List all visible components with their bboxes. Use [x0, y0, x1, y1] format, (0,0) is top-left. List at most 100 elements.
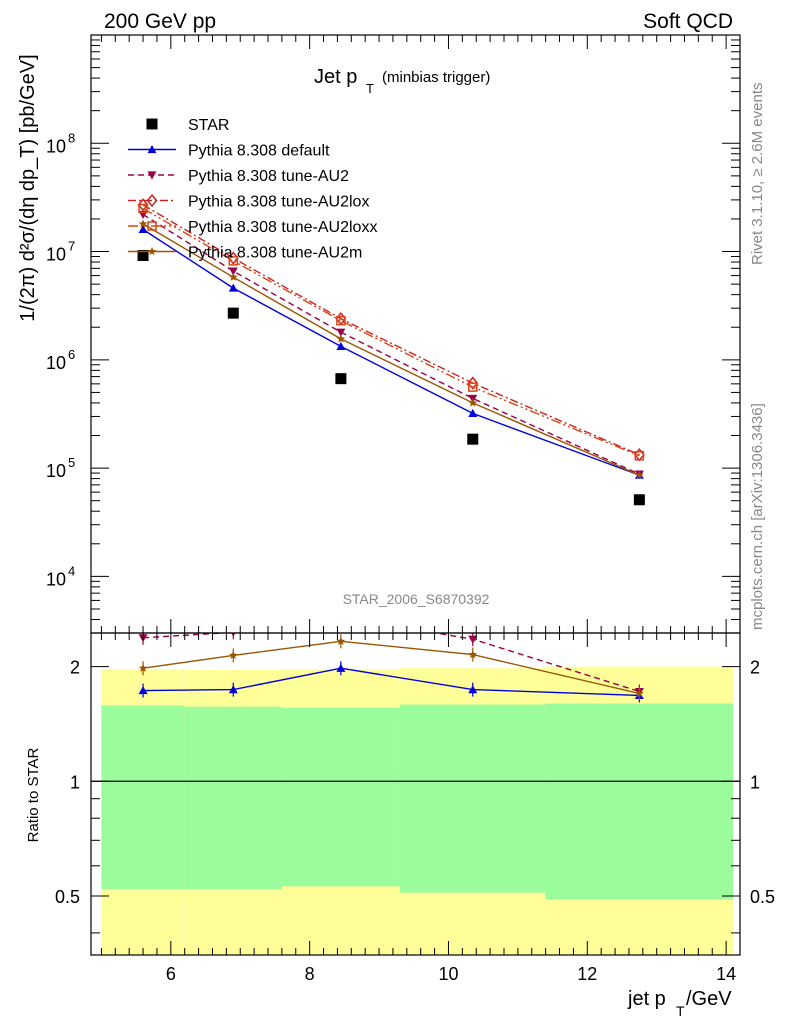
ratio-point-default-3 [468, 685, 478, 694]
y-tick-label-main: 10 [46, 353, 66, 373]
ratio-frame [90, 632, 741, 956]
y-axis-label-main: 1/(2π) d²σ/(dη dp_T) [pb/GeV] [17, 54, 39, 321]
ratio-point-au2-3 [468, 635, 478, 644]
ratio-point-default-2 [336, 663, 346, 672]
series-default [138, 224, 644, 479]
x-axis-label-subscript: T [676, 1003, 685, 1019]
point-au2loxx-0 [138, 203, 148, 214]
band-inner-bin-2 [281, 707, 400, 887]
y-tick-label-main-exponent: 7 [68, 239, 75, 254]
header-right: Soft QCD [643, 10, 733, 33]
legend-item-au2m: Pythia 8.308 tune-AU2m [128, 245, 362, 262]
legend-item-default: Pythia 8.308 default [128, 143, 330, 160]
series-line-au2lox [142, 204, 640, 456]
legend: STAR Pythia 8.308 default Pythia 8.308 tun… [128, 117, 377, 262]
mcplots-reference-text: mcplots.cern.ch [arXiv:1306.3436] [749, 403, 766, 630]
legend-label-default: Pythia 8.308 default [188, 143, 330, 160]
series-au2m [138, 219, 644, 479]
y-tick-label-main: 10 [46, 136, 66, 156]
y-tick-label-ratio-left: 0.5 [55, 887, 80, 907]
point-au2-1 [228, 267, 238, 276]
rivet-version-text: Rivet 3.1.10, ≥ 2.6M events [749, 83, 766, 266]
y-tick-label-ratio-left: 2 [70, 658, 80, 678]
ratio-series-au2m [138, 634, 644, 701]
point-star-1 [227, 307, 239, 319]
point-au2loxx-4 [634, 451, 645, 461]
point-au2loxx-2 [336, 315, 346, 326]
ratio-point-default-1 [228, 685, 238, 694]
point-star-3 [467, 433, 479, 445]
y-tick-label-main-exponent: 5 [68, 455, 75, 470]
series-au2lox [137, 198, 645, 462]
point-au2lox-3 [467, 376, 479, 390]
ratio-series-default [138, 661, 644, 703]
series-line-au2loxx [142, 207, 640, 457]
legend-marker-default [147, 145, 157, 154]
x-axis-label: jet p T /GeV [627, 988, 732, 1019]
ratio-uncertainty-bands [91, 666, 740, 955]
legend-item-au2loxx: Pythia 8.308 tune-AU2loxx [128, 219, 377, 236]
point-default-1 [228, 283, 238, 292]
band-inner-bin-4 [545, 703, 734, 900]
ratio-point-au2m-0 [138, 663, 148, 672]
point-au2m-1 [229, 272, 238, 281]
band-inner-bin-0 [101, 705, 185, 890]
point-au2loxx-1 [228, 256, 239, 266]
y-tick-label-main: 10 [46, 569, 66, 589]
legend-label-star: STAR [188, 117, 229, 134]
point-au2loxx-3 [468, 382, 478, 392]
point-au2m-0 [138, 219, 148, 228]
ratio-clipped [138, 633, 644, 703]
ratio-point-au2m-2 [336, 636, 346, 645]
x-axis-label-unit: /GeV [686, 988, 732, 1010]
ratio-point-au2m-3 [468, 650, 477, 659]
series-au2loxx [138, 203, 645, 461]
point-au2-2 [336, 328, 346, 337]
plot-title: Jet p T (minbias trigger) [314, 66, 490, 96]
y-axis-label-ratio: Ratio to STAR [25, 747, 42, 842]
band-inner-bin-3 [399, 704, 546, 893]
series-line-au2m [142, 223, 640, 476]
series-star [137, 249, 645, 506]
point-default-0 [138, 224, 148, 234]
legend-label-au2loxx: Pythia 8.308 tune-AU2loxx [188, 219, 377, 236]
y-tick-label-main-exponent: 4 [68, 563, 75, 578]
y-tick-label-ratio-right: 2 [750, 658, 760, 678]
legend-item-star: STAR [146, 117, 229, 134]
legend-item-au2: Pythia 8.308 tune-AU2 [128, 168, 349, 185]
y-tick-label-ratio-right: 1 [750, 772, 760, 792]
watermark: STAR_2006_S6870392 [343, 591, 490, 607]
y-tick-label-main: 10 [46, 461, 66, 481]
legend-label-au2lox: Pythia 8.308 tune-AU2lox [188, 194, 369, 211]
ratio-panel-series [138, 633, 644, 703]
point-default-2 [336, 341, 346, 351]
plot-title-main: Jet p [314, 66, 357, 88]
x-tick-label: 10 [438, 964, 458, 984]
ratio-line-au2 [143, 633, 640, 693]
legend-marker-au2m [147, 247, 157, 256]
x-tick-label: 14 [716, 964, 736, 984]
band-inner-bin-1 [184, 706, 282, 890]
plot-title-subscript: T [366, 81, 374, 96]
ratio-point-au2-1 [231, 633, 236, 637]
x-tick-label: 6 [166, 964, 176, 984]
legend-label-au2: Pythia 8.308 tune-AU2 [188, 168, 349, 185]
point-star-2 [335, 373, 347, 385]
y-tick-label-main-exponent: 6 [68, 347, 75, 362]
point-au2m-4 [635, 470, 644, 479]
ratio-point-au2m-1 [229, 650, 238, 659]
ratio-point-au2m-4 [635, 689, 644, 698]
header-left: 200 GeV pp [104, 10, 216, 33]
point-star-4 [633, 494, 645, 506]
main-panel-series [137, 198, 645, 506]
ratio-point-default-0 [138, 686, 148, 695]
legend-marker-star [146, 118, 158, 130]
x-tick-label: 12 [577, 964, 597, 984]
y-tick-label-main: 10 [46, 245, 66, 265]
legend-label-au2m: Pythia 8.308 tune-AU2m [188, 245, 362, 262]
y-tick-label-ratio-left: 1 [70, 772, 80, 792]
plot-title-note: (minbias trigger) [382, 69, 490, 86]
y-tick-label-ratio-right: 0.5 [750, 887, 775, 907]
